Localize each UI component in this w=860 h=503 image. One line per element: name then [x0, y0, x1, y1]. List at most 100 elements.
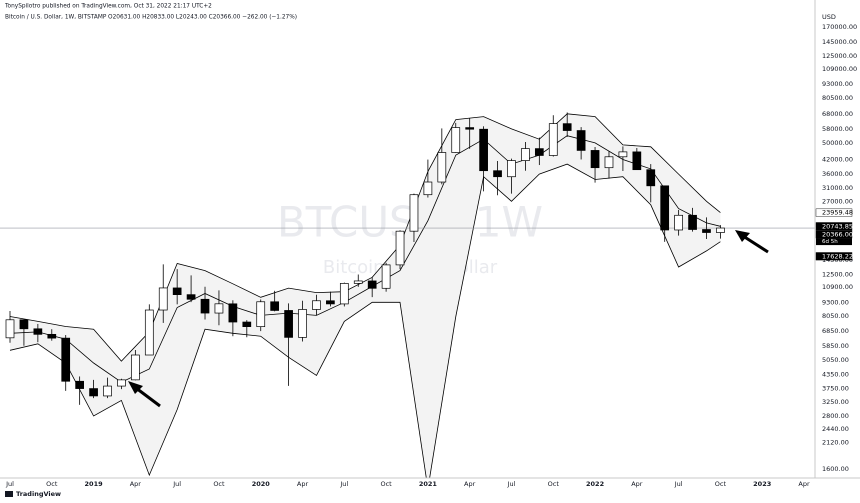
candle-body [228, 303, 238, 323]
y-tick-label: 93000.00 [822, 80, 853, 88]
x-tick-label: Apr [297, 480, 309, 488]
price-tag-label: 17628.22 [822, 252, 853, 260]
candle-body [200, 298, 210, 314]
y-tick-label: 2800.00 [822, 412, 849, 420]
candle-body [590, 150, 600, 169]
candle-body [688, 214, 697, 230]
candle-body [103, 385, 112, 397]
y-tick-label: 36000.00 [822, 170, 853, 178]
candle-body [312, 300, 321, 310]
price-tag [815, 222, 853, 231]
candle-body [339, 283, 349, 305]
candle-body [186, 294, 196, 300]
band-fill [10, 113, 721, 478]
y-tick-label: 9300.00 [822, 298, 849, 306]
candle-body [131, 354, 140, 381]
x-tick-label: 2021 [419, 480, 438, 488]
candle-body [437, 152, 447, 183]
price-tag [815, 252, 853, 261]
candle-body [423, 181, 433, 196]
y-tick-label: 8050.00 [822, 312, 849, 320]
x-tick-label: Oct [548, 480, 560, 488]
candle-body [507, 160, 516, 178]
candle-body [284, 310, 293, 338]
candle-body [702, 229, 711, 233]
x-tick-label: Apr [130, 480, 142, 488]
countdown-tag [816, 238, 852, 246]
x-tick-label: 2023 [753, 480, 771, 488]
candle-body [353, 280, 363, 284]
x-tick-label: Jul [5, 480, 14, 488]
candle-body [493, 170, 502, 178]
x-tick-label: Apr [631, 480, 643, 488]
candle-body [548, 123, 558, 156]
y-tick-label: 125000.00 [822, 52, 857, 60]
candle-body [604, 156, 614, 169]
x-tick-label: Oct [715, 480, 727, 488]
y-tick-label: 3750.00 [822, 384, 849, 392]
y-tick-label: 80500.00 [822, 94, 853, 102]
candle-body [534, 148, 544, 156]
x-tick-label: Jul [339, 480, 348, 488]
x-tick-label: Apr [798, 480, 810, 488]
candle-body [158, 287, 168, 311]
candle-body [381, 264, 391, 289]
candle-body [451, 127, 461, 153]
y-tick-label: 31000.00 [822, 184, 853, 192]
x-tick-label: Oct [380, 480, 392, 488]
y-tick-label: 6850.00 [822, 327, 849, 335]
candle-body [256, 301, 266, 328]
candle-body [646, 169, 656, 187]
candle-body [19, 319, 29, 330]
candle-body [47, 333, 57, 339]
y-tick-label: 50000.00 [822, 139, 853, 147]
x-tick-label: Jul [674, 480, 683, 488]
candle-body [674, 214, 683, 231]
candle-body [367, 280, 377, 289]
x-tick-label: 2020 [252, 480, 271, 488]
candle-body [117, 379, 126, 387]
ohlc-legend: O20631.00 H20833.00 L20243.00 C20366.00 … [108, 15, 297, 21]
candle-body [33, 328, 43, 335]
y-tick-label: 5050.00 [822, 356, 849, 364]
attribution: TonySpilotro published on TradingView.co… [4, 4, 212, 10]
price-tag [815, 208, 853, 217]
arrow [128, 381, 161, 408]
y-tick-label: 1600.00 [822, 465, 849, 473]
candle-body [326, 300, 335, 305]
candle-body [521, 148, 530, 161]
currency: USD [822, 13, 836, 21]
x-tick-label: Oct [213, 480, 225, 488]
arrow [735, 230, 769, 254]
candle-body [61, 337, 71, 382]
candle-body [270, 301, 280, 311]
price-tag-label: 23959.48 [822, 209, 853, 217]
symbol-title: Bitcoin / U.S. Dollar, 1W, BITSTAMP [5, 15, 107, 21]
candle-body [479, 128, 488, 172]
x-tick-label: Jul [172, 480, 181, 488]
y-tick-label: 2120.00 [822, 438, 849, 446]
candle-body [144, 309, 154, 356]
x-tick-label: 2022 [586, 480, 604, 488]
y-tick-label: 109000.00 [822, 65, 857, 73]
x-tick-label: 2019 [85, 480, 104, 488]
countdown: 6d 5h [822, 239, 838, 245]
y-tick-label: 10900.00 [822, 283, 853, 291]
y-tick-label: 4350.00 [822, 370, 849, 378]
candle-body [242, 321, 252, 328]
candle-body [214, 303, 224, 314]
y-tick-label: 3250.00 [822, 398, 849, 406]
y-tick-label: 27000.00 [822, 197, 853, 205]
x-tick-label: Jul [507, 480, 516, 488]
y-tick-label: 68000.00 [822, 110, 853, 118]
plot-area [0, 112, 815, 478]
candle-body [409, 194, 419, 232]
candle-body [618, 151, 628, 158]
y-tick-label: 5850.00 [822, 342, 849, 350]
band-lower [9, 163, 721, 478]
logo [5, 491, 13, 497]
candle-body [395, 230, 405, 266]
y-tick-label: 12500.00 [822, 270, 853, 278]
candle-body [660, 185, 670, 231]
